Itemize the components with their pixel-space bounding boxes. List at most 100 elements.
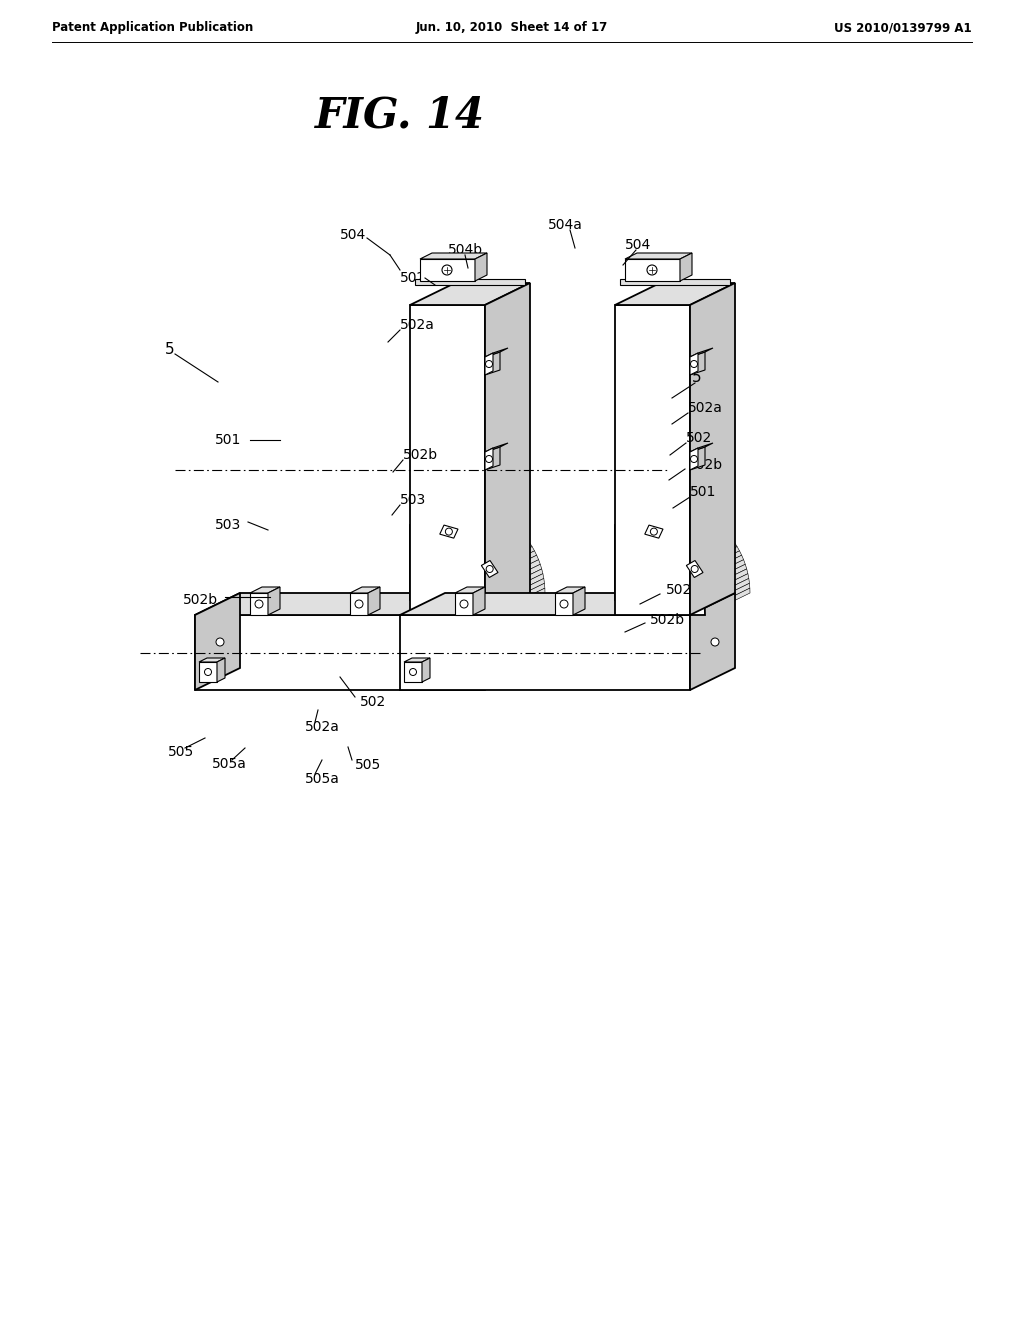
- Text: 505: 505: [168, 744, 195, 759]
- Polygon shape: [634, 506, 684, 528]
- Polygon shape: [455, 587, 485, 593]
- Text: US 2010/0139799 A1: US 2010/0139799 A1: [835, 21, 972, 34]
- Polygon shape: [625, 259, 680, 281]
- Text: FIG. 14: FIG. 14: [315, 94, 485, 136]
- Polygon shape: [690, 348, 713, 356]
- Polygon shape: [475, 253, 487, 281]
- Circle shape: [255, 601, 263, 609]
- Polygon shape: [639, 507, 689, 529]
- Polygon shape: [478, 535, 526, 561]
- Polygon shape: [670, 521, 718, 546]
- Polygon shape: [350, 587, 380, 593]
- Polygon shape: [400, 593, 735, 615]
- Polygon shape: [620, 503, 670, 525]
- Polygon shape: [684, 535, 732, 561]
- Polygon shape: [438, 508, 488, 532]
- Polygon shape: [485, 444, 508, 451]
- Polygon shape: [415, 503, 465, 525]
- Polygon shape: [217, 657, 225, 682]
- Polygon shape: [615, 282, 735, 305]
- Circle shape: [355, 601, 362, 609]
- Polygon shape: [457, 516, 506, 540]
- Polygon shape: [620, 279, 730, 285]
- Text: 502: 502: [686, 432, 713, 445]
- Text: 502a: 502a: [688, 401, 723, 414]
- Polygon shape: [481, 539, 529, 565]
- Polygon shape: [652, 511, 702, 536]
- Circle shape: [560, 601, 568, 609]
- Text: Jun. 10, 2010  Sheet 14 of 17: Jun. 10, 2010 Sheet 14 of 17: [416, 21, 608, 34]
- Polygon shape: [573, 587, 585, 615]
- Polygon shape: [625, 253, 692, 259]
- Polygon shape: [555, 587, 585, 593]
- Polygon shape: [422, 657, 430, 682]
- Text: 503: 503: [215, 517, 242, 532]
- Circle shape: [442, 265, 452, 275]
- Polygon shape: [705, 583, 750, 610]
- Polygon shape: [701, 569, 748, 595]
- Polygon shape: [420, 259, 475, 281]
- Polygon shape: [453, 513, 502, 537]
- Polygon shape: [489, 550, 537, 577]
- Text: 505a: 505a: [212, 756, 247, 771]
- Polygon shape: [499, 578, 545, 606]
- Polygon shape: [443, 510, 493, 533]
- Polygon shape: [461, 519, 510, 544]
- Polygon shape: [690, 593, 735, 690]
- Polygon shape: [690, 352, 705, 375]
- Circle shape: [690, 455, 697, 462]
- Circle shape: [445, 528, 453, 535]
- Polygon shape: [484, 543, 532, 569]
- Polygon shape: [657, 513, 707, 537]
- Polygon shape: [690, 282, 735, 615]
- Circle shape: [690, 360, 697, 367]
- Text: 504: 504: [625, 238, 651, 252]
- Polygon shape: [475, 531, 523, 557]
- Circle shape: [647, 265, 657, 275]
- Text: 5: 5: [165, 342, 175, 358]
- Polygon shape: [420, 253, 487, 259]
- Polygon shape: [429, 506, 479, 528]
- Polygon shape: [666, 519, 715, 544]
- Circle shape: [460, 601, 468, 609]
- Polygon shape: [250, 593, 268, 615]
- Circle shape: [205, 668, 212, 676]
- Polygon shape: [472, 528, 520, 553]
- Polygon shape: [447, 511, 498, 536]
- Polygon shape: [555, 593, 573, 615]
- Polygon shape: [615, 503, 665, 525]
- Circle shape: [650, 528, 657, 535]
- Text: 502: 502: [400, 271, 426, 285]
- Circle shape: [485, 360, 493, 367]
- Polygon shape: [485, 447, 493, 470]
- Polygon shape: [195, 593, 530, 615]
- Polygon shape: [410, 282, 530, 305]
- Circle shape: [216, 638, 224, 645]
- Text: 502: 502: [666, 583, 692, 597]
- Polygon shape: [439, 525, 458, 539]
- Polygon shape: [677, 528, 725, 553]
- Circle shape: [410, 668, 417, 676]
- Polygon shape: [199, 657, 225, 663]
- Text: 502a: 502a: [305, 719, 340, 734]
- Polygon shape: [700, 564, 746, 591]
- Text: 502b: 502b: [183, 593, 218, 607]
- Polygon shape: [404, 657, 430, 663]
- Polygon shape: [645, 525, 663, 539]
- Polygon shape: [497, 569, 543, 595]
- Text: 501: 501: [690, 484, 717, 499]
- Polygon shape: [485, 352, 500, 375]
- Polygon shape: [705, 589, 750, 615]
- Text: 502b: 502b: [650, 612, 685, 627]
- Polygon shape: [689, 543, 737, 569]
- Polygon shape: [690, 352, 698, 375]
- Polygon shape: [485, 352, 493, 375]
- Polygon shape: [195, 593, 240, 690]
- Polygon shape: [485, 447, 500, 470]
- Circle shape: [711, 638, 719, 645]
- Polygon shape: [673, 524, 722, 549]
- Text: 503: 503: [400, 492, 426, 507]
- Polygon shape: [690, 447, 698, 470]
- Polygon shape: [680, 531, 729, 557]
- Text: 505: 505: [355, 758, 381, 772]
